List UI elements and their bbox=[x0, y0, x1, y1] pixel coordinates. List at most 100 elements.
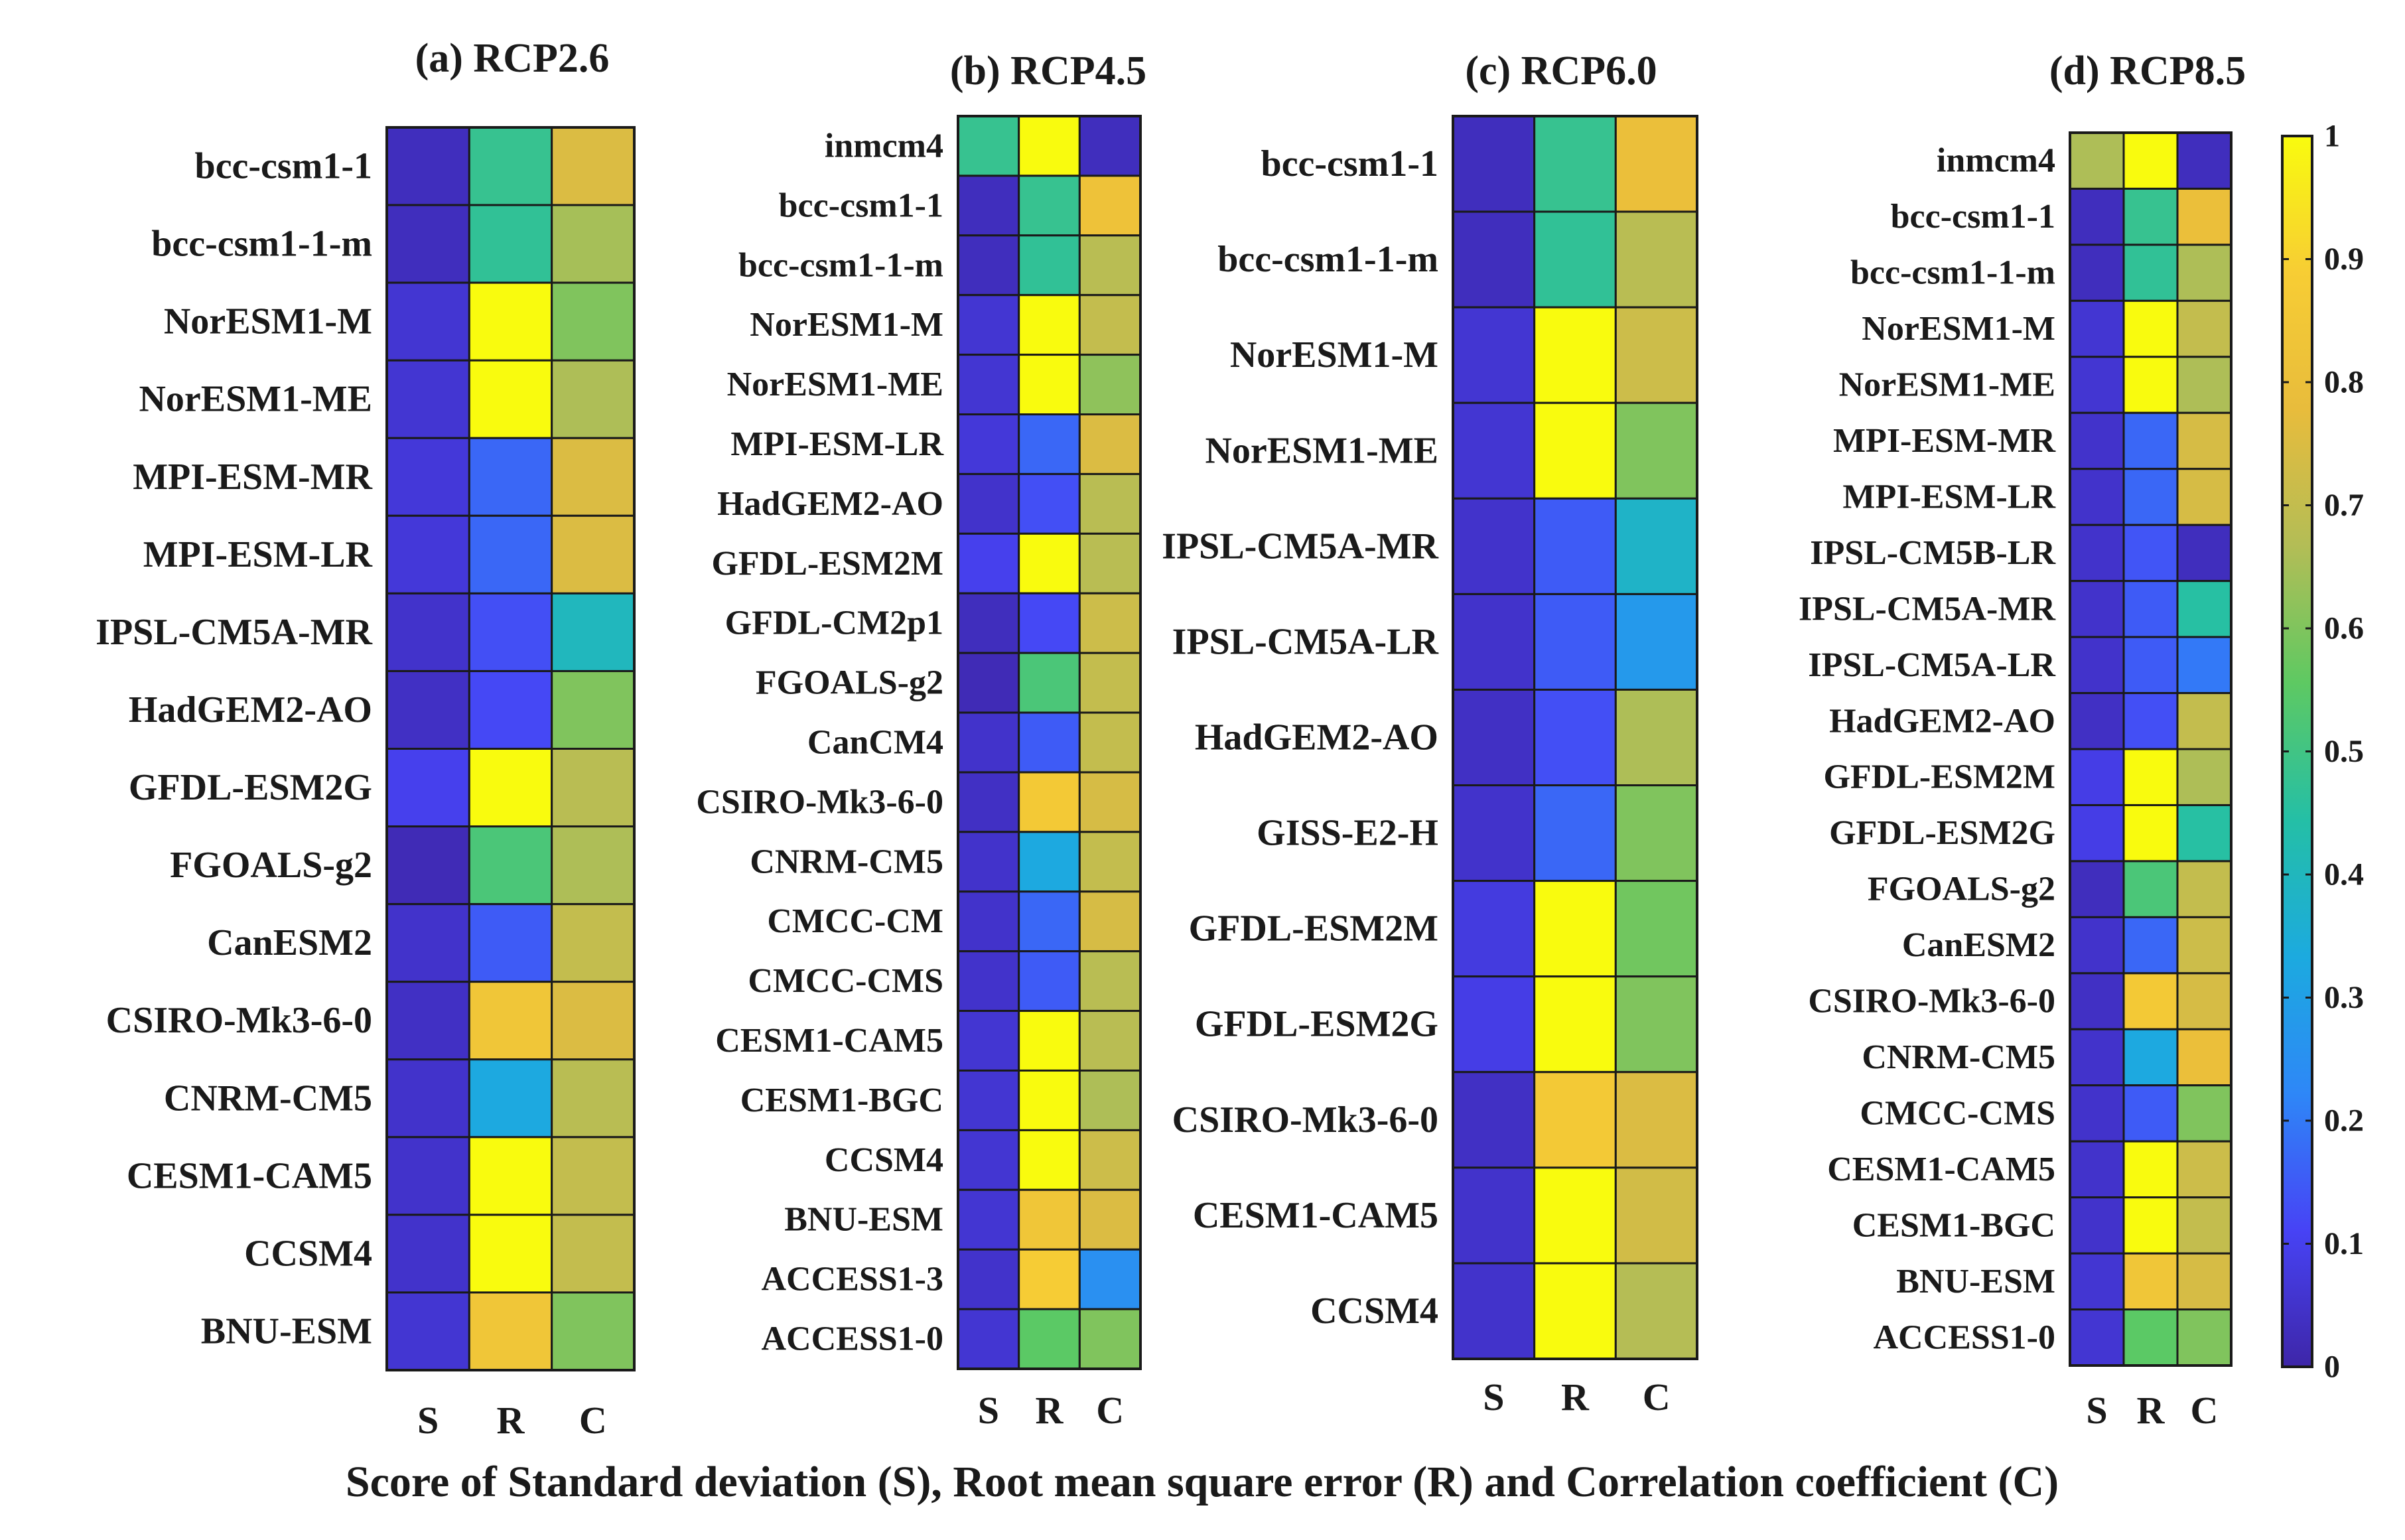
heatmap-cell bbox=[2122, 244, 2179, 302]
heatmap-cell bbox=[1533, 975, 1617, 1074]
heatmap-cell bbox=[1018, 354, 1081, 416]
heatmap-cell bbox=[2069, 916, 2125, 975]
heatmap-cell bbox=[1078, 831, 1142, 893]
heatmap-cell bbox=[1078, 771, 1142, 833]
heatmap-cell bbox=[385, 669, 470, 750]
heatmap-cell bbox=[2122, 748, 2179, 806]
heatmap-cell bbox=[1614, 593, 1698, 691]
row-label: IPSL-CM5A-LR bbox=[1808, 646, 2056, 684]
heatmap-cell bbox=[2176, 244, 2233, 302]
heatmap-cell bbox=[468, 126, 553, 206]
heatmap-cell bbox=[1614, 115, 1698, 213]
heatmap-cell bbox=[1018, 115, 1081, 177]
heatmap-cell bbox=[2122, 580, 2179, 638]
heatmap-cell bbox=[1533, 306, 1617, 404]
column-label: R bbox=[2137, 1389, 2165, 1432]
heatmap-cell bbox=[551, 1214, 636, 1294]
heatmap-cell bbox=[1533, 880, 1617, 978]
row-label: IPSL-CM5B-LR bbox=[1810, 534, 2056, 572]
heatmap-cell bbox=[1533, 115, 1617, 213]
colorbar-tick-label: 0.5 bbox=[2324, 734, 2364, 769]
colorbar-tick-label: 0.8 bbox=[2324, 365, 2364, 400]
row-label: GFDL-ESM2M bbox=[711, 545, 943, 583]
heatmap-cell bbox=[2176, 1252, 2233, 1311]
row-label: bcc-csm1-1-m bbox=[151, 224, 372, 265]
heatmap-cell bbox=[468, 514, 553, 595]
heatmap-cell bbox=[2069, 1140, 2125, 1199]
row-label: CESM1-BGC bbox=[1852, 1206, 2055, 1244]
row-label: MPI-ESM-LR bbox=[143, 534, 373, 575]
row-label: CNRM-CM5 bbox=[164, 1078, 372, 1119]
colorbar-tick-label: 1 bbox=[2324, 119, 2340, 154]
heatmap-cell bbox=[385, 514, 470, 595]
heatmap-cell bbox=[1614, 210, 1698, 309]
heatmap-cell bbox=[385, 592, 470, 672]
row-label: GFDL-ESM2M bbox=[1189, 908, 1438, 949]
row-label: CSIRO-Mk3-6-0 bbox=[1808, 983, 2055, 1020]
heatmap-cell bbox=[2069, 972, 2125, 1030]
heatmap-cell bbox=[1018, 890, 1081, 953]
row-label: IPSL-CM5A-LR bbox=[1172, 621, 1439, 662]
heatmap-cell bbox=[957, 532, 1020, 595]
heatmap-cell bbox=[1078, 115, 1142, 177]
heatmap-cell bbox=[551, 903, 636, 983]
row-label: inmcm4 bbox=[825, 127, 943, 165]
heatmap-cell bbox=[2122, 972, 2179, 1030]
heatmap-cell bbox=[2069, 748, 2125, 806]
heatmap-cell bbox=[1452, 115, 1536, 213]
heatmap-cell bbox=[2122, 1028, 2179, 1087]
heatmap-cell bbox=[957, 1248, 1020, 1310]
heatmap-cell bbox=[1533, 497, 1617, 595]
heatmap-cell bbox=[2176, 860, 2233, 918]
heatmap-cell bbox=[1533, 1166, 1617, 1265]
heatmap-cell bbox=[2176, 1308, 2233, 1367]
heatmap-cell bbox=[1018, 413, 1081, 475]
heatmap-cell bbox=[1018, 771, 1081, 833]
row-label: IPSL-CM5A-MR bbox=[96, 612, 372, 653]
heatmap-cell bbox=[2122, 411, 2179, 470]
heatmap-cell bbox=[1452, 210, 1536, 309]
heatmap-cell bbox=[957, 831, 1020, 893]
heatmap-cell bbox=[468, 981, 553, 1061]
heatmap-cell bbox=[551, 514, 636, 595]
column-label: R bbox=[497, 1399, 525, 1442]
heatmap-cell bbox=[2122, 636, 2179, 695]
heatmap-cell bbox=[385, 126, 470, 206]
row-label: GFDL-ESM2G bbox=[1829, 814, 2055, 852]
heatmap-cell bbox=[1078, 652, 1142, 714]
heatmap-cell bbox=[2176, 1140, 2233, 1199]
heatmap-cell bbox=[1533, 688, 1617, 787]
heatmap-cell bbox=[2176, 748, 2233, 806]
row-label: MPI-ESM-LR bbox=[1842, 478, 2056, 516]
row-label: HadGEM2-AO bbox=[129, 689, 372, 731]
heatmap-cell bbox=[1533, 210, 1617, 309]
row-label: NorESM1-M bbox=[750, 306, 943, 344]
heatmap-cell bbox=[1078, 592, 1142, 654]
heatmap-cell bbox=[2176, 916, 2233, 975]
heatmap-cell bbox=[957, 652, 1020, 714]
row-label: GFDL-CM2p1 bbox=[725, 604, 943, 642]
heatmap-cell bbox=[1018, 1069, 1081, 1131]
heatmap-cell bbox=[385, 903, 470, 983]
heatmap-cell bbox=[2122, 524, 2179, 583]
row-label: ACCESS1-3 bbox=[762, 1261, 944, 1298]
heatmap-cell bbox=[1614, 1262, 1698, 1360]
row-label: HadGEM2-AO bbox=[1195, 717, 1438, 758]
panel-frame bbox=[385, 126, 636, 1371]
heatmap-cell bbox=[957, 711, 1020, 774]
row-label: GFDL-ESM2M bbox=[1823, 758, 2055, 796]
heatmap-cell bbox=[1614, 688, 1698, 787]
heatmap-cell bbox=[2122, 468, 2179, 526]
heatmap-cell bbox=[1018, 472, 1081, 535]
heatmap-cell bbox=[1018, 1010, 1081, 1072]
heatmap-cell bbox=[1452, 1262, 1536, 1360]
heatmap-cell bbox=[2069, 244, 2125, 302]
heatmap-cell bbox=[385, 359, 470, 439]
row-label: FGOALS-g2 bbox=[1868, 871, 2055, 908]
colorbar-tick-label: 0.2 bbox=[2324, 1103, 2364, 1139]
heatmap-cell bbox=[2122, 692, 2179, 750]
row-label: IPSL-CM5A-MR bbox=[1162, 525, 1438, 567]
heatmap-cell bbox=[2069, 1028, 2125, 1087]
heatmap-cell bbox=[2176, 524, 2233, 583]
